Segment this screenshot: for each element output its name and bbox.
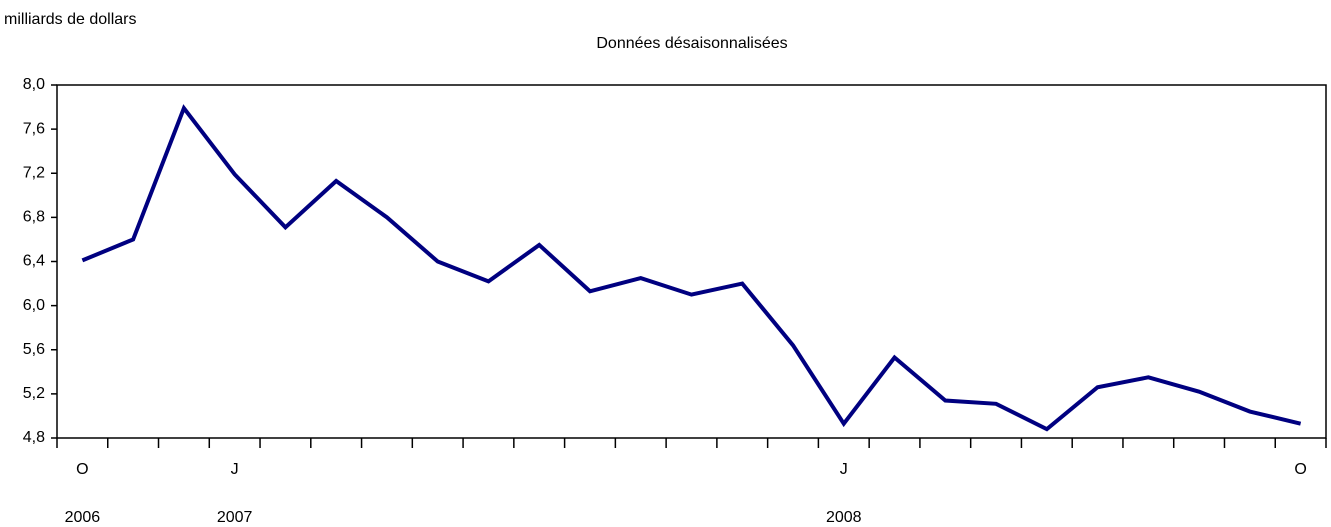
plot-frame (56, 84, 1327, 439)
y-tick-label: 5,2 (23, 385, 45, 402)
x-tick-label: J (840, 461, 848, 478)
x-tick-label: O (76, 461, 88, 478)
y-tick-label: 4,8 (23, 429, 45, 446)
y-tick-label: 7,6 (23, 120, 45, 137)
y-tick-label: 6,0 (23, 297, 45, 314)
x-tick-label: O (1294, 461, 1306, 478)
year-label: 2007 (217, 509, 253, 526)
chart-subtitle: Données désaisonnalisées (596, 35, 787, 52)
y-tick-label: 6,8 (23, 209, 45, 226)
y-tick-label: 7,2 (23, 164, 45, 181)
year-label: 2006 (65, 509, 101, 526)
y-tick-label: 8,0 (23, 76, 45, 93)
x-tick-label: J (231, 461, 239, 478)
y-tick-label: 5,6 (23, 341, 45, 358)
year-label: 2008 (826, 509, 862, 526)
data-line (81, 104, 1302, 432)
y-axis-label: milliards de dollars (4, 11, 137, 28)
y-tick-label: 6,4 (23, 253, 45, 270)
